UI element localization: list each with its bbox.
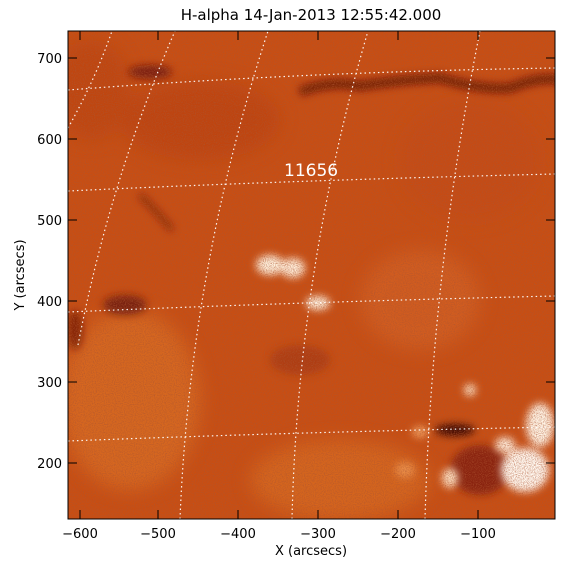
y-tick-label: 600 bbox=[37, 133, 62, 148]
x-tick-label: −400 bbox=[220, 527, 256, 542]
y-tick-label: 400 bbox=[37, 295, 62, 310]
x-tick-labels: −600 −500 −400 −300 −200 −100 bbox=[62, 527, 496, 542]
longitude-line bbox=[291, 31, 369, 519]
y-tick-label: 200 bbox=[37, 457, 62, 472]
longitude-line bbox=[179, 31, 269, 519]
x-axis-label: X (arcsecs) bbox=[275, 544, 347, 559]
y-tick-label: 700 bbox=[37, 52, 62, 67]
active-region-label: 11656 bbox=[284, 161, 338, 181]
y-axis-label: Y (arcsecs) bbox=[13, 239, 28, 311]
y-tick-label: 500 bbox=[37, 214, 62, 229]
axis-ticks bbox=[68, 31, 555, 519]
figure-title: H-alpha 14-Jan-2013 12:55:42.000 bbox=[181, 6, 442, 24]
longitude-line bbox=[424, 31, 481, 519]
x-tick-label: −100 bbox=[460, 527, 496, 542]
y-tick-labels: 200 300 400 500 600 700 bbox=[37, 52, 62, 472]
x-tick-label: −200 bbox=[380, 527, 416, 542]
texture-overlay bbox=[68, 31, 555, 519]
plot-frame bbox=[67, 30, 556, 520]
x-tick-label: −300 bbox=[300, 527, 336, 542]
longitude-line bbox=[68, 31, 113, 129]
x-tick-label: −600 bbox=[62, 527, 98, 542]
x-tick-label: −500 bbox=[140, 527, 176, 542]
halpha-image: 11656 bbox=[68, 31, 555, 519]
heliographic-grid bbox=[68, 31, 555, 519]
y-tick-label: 300 bbox=[37, 376, 62, 391]
